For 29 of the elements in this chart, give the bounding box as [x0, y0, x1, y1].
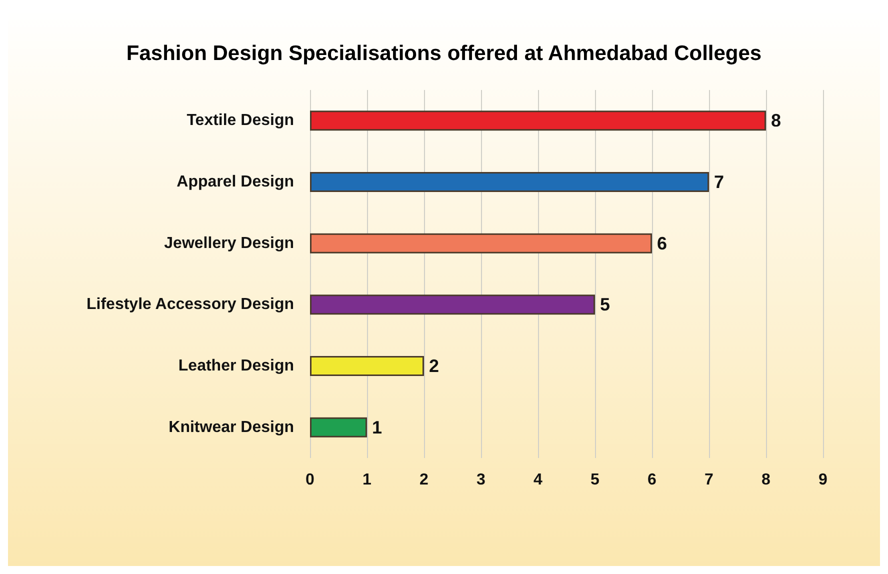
- bar: [310, 417, 367, 438]
- bar: [310, 233, 652, 254]
- y-tick-label: Leather Design: [178, 358, 294, 374]
- x-tick-label: 7: [704, 472, 714, 488]
- data-label: 5: [600, 294, 610, 315]
- bar: [310, 172, 709, 192]
- bar: [310, 356, 424, 376]
- x-tick-label: 4: [534, 472, 543, 488]
- y-tick-label: Textile Design: [186, 112, 294, 130]
- data-label: 6: [657, 233, 668, 254]
- x-tick-label: 6: [648, 472, 657, 488]
- x-tick-label: 2: [420, 472, 429, 488]
- bar: [310, 110, 766, 131]
- y-tick-label: Knitwear Design: [168, 418, 294, 436]
- y-tick-label: Lifestyle Accessory Design: [86, 296, 294, 314]
- data-label: 2: [429, 356, 440, 376]
- x-tick-label: 9: [818, 472, 828, 488]
- x-tick-label: 5: [590, 472, 600, 488]
- bar: [310, 294, 595, 315]
- data-label: 8: [771, 110, 782, 131]
- y-tick-label: Jewellery Design: [164, 234, 294, 252]
- data-label: 1: [372, 417, 382, 438]
- x-tick-label: 3: [476, 472, 486, 488]
- data-label: 7: [714, 172, 724, 192]
- x-tick-label: 8: [762, 472, 771, 488]
- y-tick-label: Apparel Design: [176, 174, 294, 190]
- x-tick-label: 0: [306, 472, 315, 488]
- x-tick-label: 1: [362, 472, 372, 488]
- chart-title: Fashion Design Specialisations offered at Ahmedabad Colleges: [126, 42, 762, 65]
